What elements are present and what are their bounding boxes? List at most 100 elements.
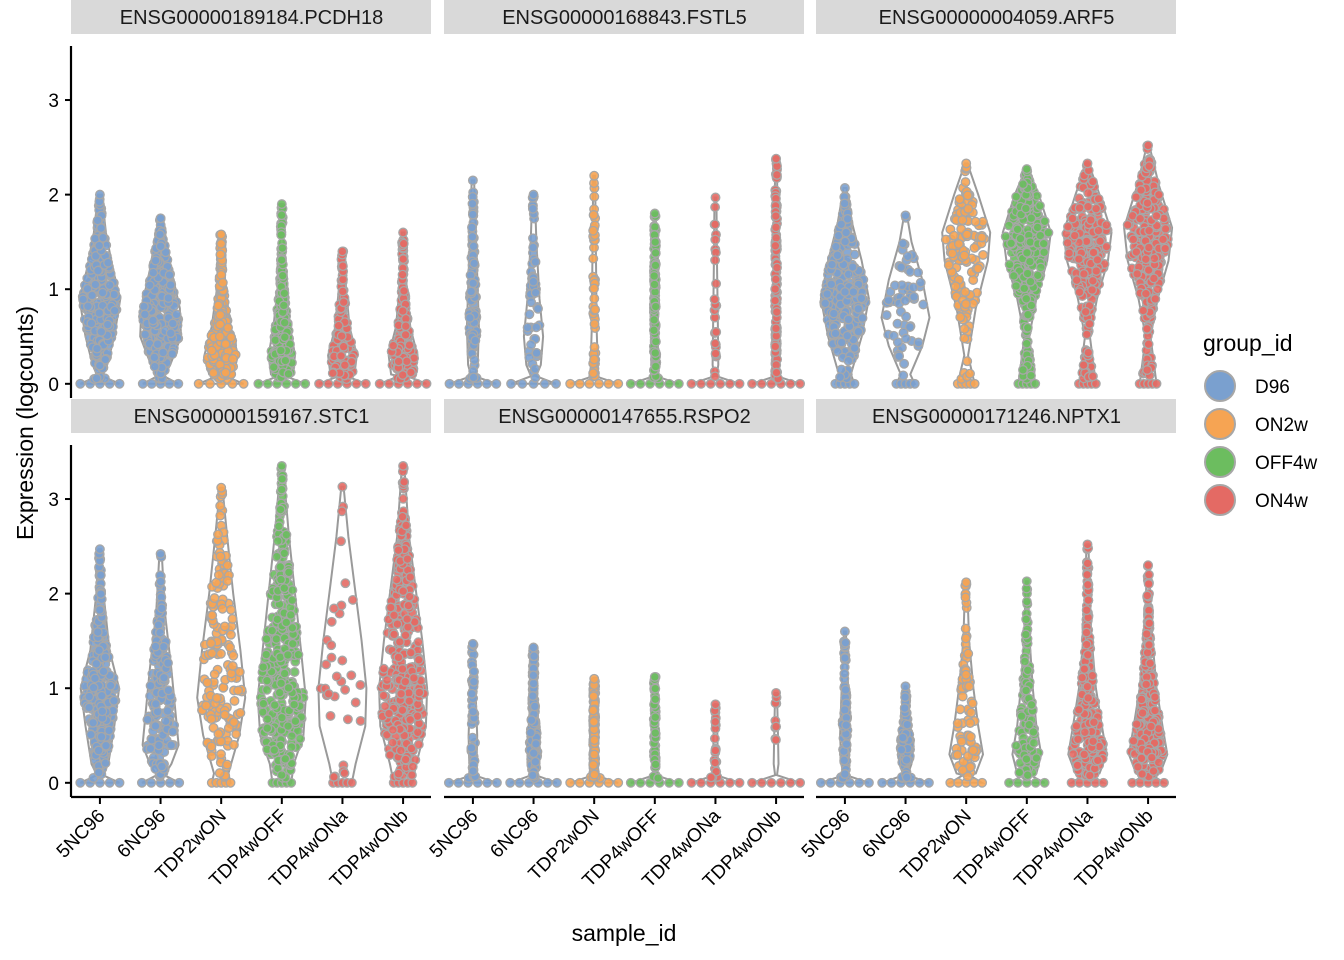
data-point: [453, 378, 464, 389]
data-point: [960, 299, 971, 309]
data-point: [325, 710, 336, 721]
data-point: [167, 318, 178, 329]
data-point-max: [155, 548, 166, 559]
data-point: [898, 370, 909, 381]
data-point: [400, 321, 411, 332]
y-tick-label: 0: [48, 375, 59, 396]
y-tick-label: 1: [48, 679, 59, 700]
data-point: [603, 378, 614, 389]
data-point: [261, 649, 272, 660]
data-point: [262, 378, 273, 389]
data-point: [976, 232, 987, 243]
data-point: [827, 259, 837, 270]
data-point: [393, 545, 404, 556]
data-point: [514, 777, 525, 788]
data-point: [340, 578, 351, 589]
data-point: [1087, 371, 1098, 382]
data-point: [1148, 273, 1159, 284]
data-point: [399, 476, 410, 487]
data-point: [771, 232, 782, 243]
data-point: [771, 307, 782, 317]
data-point: [1144, 225, 1155, 236]
data-point: [156, 603, 167, 614]
data-point: [222, 560, 233, 571]
data-point: [208, 367, 219, 378]
data-point: [397, 269, 408, 280]
data-point: [215, 500, 226, 511]
data-point: [530, 363, 540, 374]
data-point: [847, 262, 858, 273]
data-point: [468, 666, 479, 677]
data-point: [159, 672, 169, 683]
facet-title: ENSG00000147655.RSPO2: [498, 406, 750, 428]
data-point: [1018, 364, 1028, 375]
data-point: [75, 378, 86, 389]
data-point: [387, 737, 398, 748]
data-point: [150, 641, 161, 652]
data-point: [770, 295, 781, 306]
data-point: [1071, 275, 1082, 286]
data-point: [258, 662, 269, 673]
data-point: [355, 680, 366, 690]
points-5NC96: [75, 189, 125, 389]
data-point: [1078, 360, 1089, 371]
data-point: [276, 210, 287, 221]
data-point: [1039, 216, 1050, 227]
data-point: [402, 554, 413, 565]
data-point: [138, 301, 149, 312]
points-5NC96: [443, 638, 502, 788]
data-point: [94, 645, 105, 656]
data-point: [613, 378, 624, 389]
data-point: [589, 293, 600, 304]
data-point: [104, 280, 115, 291]
data-point-max: [337, 246, 348, 257]
data-point: [853, 303, 864, 314]
data-point: [94, 308, 105, 318]
data-point: [278, 300, 289, 311]
data-point: [1140, 254, 1151, 265]
data-point: [770, 240, 781, 251]
data-point: [533, 303, 543, 314]
data-point: [400, 754, 411, 765]
data-point: [216, 269, 227, 280]
data-point: [588, 368, 599, 379]
data-point: [467, 222, 477, 233]
data-point: [1160, 243, 1171, 254]
data-point: [193, 378, 204, 389]
data-point: [93, 767, 104, 778]
data-point: [95, 589, 106, 600]
data-point: [1011, 281, 1022, 291]
data-point: [275, 504, 286, 515]
data-point: [392, 619, 403, 630]
data-point: [226, 332, 237, 343]
data-point: [913, 337, 924, 348]
data-point: [1144, 161, 1155, 172]
data-point: [940, 234, 951, 245]
data-point: [589, 354, 600, 365]
data-point: [347, 594, 358, 605]
data-point: [220, 367, 231, 378]
data-point: [883, 295, 894, 306]
data-point: [830, 328, 841, 339]
data-point: [673, 378, 684, 389]
data-point: [482, 777, 493, 788]
data-point: [963, 203, 974, 214]
data-point: [253, 378, 264, 389]
y-tick-label: 3: [48, 490, 59, 511]
data-point: [1092, 254, 1103, 265]
data-point: [164, 777, 175, 788]
data-point: [491, 777, 502, 788]
data-point: [710, 202, 721, 213]
data-point: [149, 352, 160, 363]
data-point: [1022, 322, 1033, 333]
data-point: [650, 260, 661, 271]
data-point: [206, 638, 216, 649]
data-point: [650, 301, 661, 312]
data-point: [664, 378, 675, 389]
data-point: [211, 692, 222, 703]
data-point: [470, 335, 481, 346]
data-point: [223, 322, 233, 333]
data-point: [156, 761, 167, 772]
data-point: [650, 247, 661, 258]
